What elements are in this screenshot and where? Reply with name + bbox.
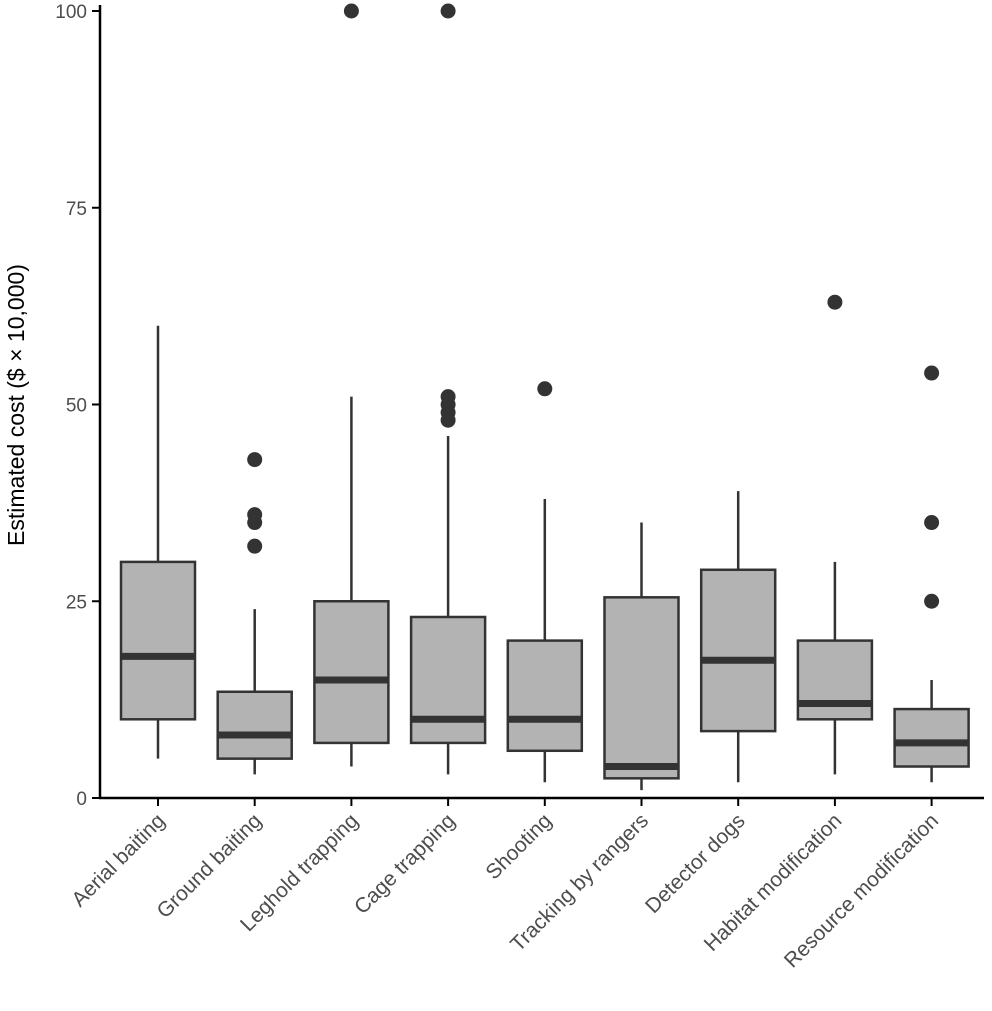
y-tick-label: 100 — [55, 2, 87, 23]
outlier-point — [924, 593, 940, 609]
outlier-point — [247, 452, 263, 468]
y-tick-label: 0 — [76, 789, 87, 810]
box-7 — [699, 491, 777, 783]
outlier-point — [440, 389, 456, 405]
outlier-point — [924, 515, 940, 531]
box-body — [119, 560, 197, 721]
outlier-point — [537, 381, 553, 397]
y-tick-label: 50 — [66, 396, 87, 417]
box-body — [796, 639, 874, 721]
x-tick-label: Cage trapping — [350, 809, 460, 919]
outlier-point — [924, 365, 940, 381]
box-5 — [506, 381, 584, 783]
box-1 — [119, 325, 197, 759]
x-tick-label: Detector dogs — [641, 809, 750, 918]
y-tick-label: 75 — [66, 199, 87, 220]
box-body — [409, 615, 487, 745]
outlier-point — [343, 3, 359, 19]
box-2 — [216, 452, 293, 775]
box-9 — [893, 365, 970, 783]
plot-marks — [119, 3, 970, 791]
box-body — [893, 707, 970, 768]
x-tick-label: Shooting — [481, 809, 556, 884]
box-8 — [796, 294, 874, 775]
box-body — [216, 690, 293, 760]
outlier-point — [827, 294, 843, 310]
box-3 — [313, 3, 390, 767]
y-axis-title: Estimated cost ($ × 10,000) — [3, 264, 29, 546]
box-body — [313, 600, 390, 745]
y-tick-label: 25 — [66, 592, 87, 613]
outlier-point — [440, 3, 456, 19]
box-body — [699, 568, 777, 733]
box-4 — [409, 3, 487, 775]
box-body — [506, 639, 584, 753]
box-6 — [603, 522, 680, 791]
outlier-point — [247, 538, 263, 554]
outlier-point — [247, 507, 263, 523]
box-body — [603, 596, 680, 780]
x-tick-label: Aerial baiting — [67, 809, 169, 911]
